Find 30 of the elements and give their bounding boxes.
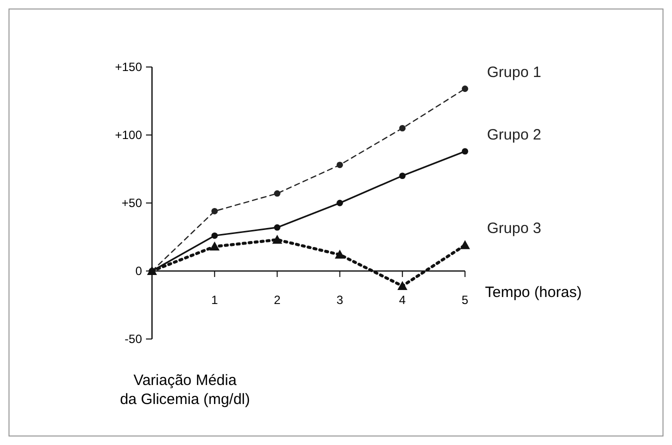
y-tick-label: +50 <box>122 196 142 210</box>
x-tick-label: 3 <box>336 293 344 307</box>
y-tick-label: +100 <box>114 128 142 142</box>
point <box>399 172 406 179</box>
y-tick-label: 0 <box>135 264 142 278</box>
x-tick-label: 2 <box>274 293 281 307</box>
point <box>462 86 468 92</box>
point <box>274 224 280 231</box>
point <box>272 234 282 244</box>
point <box>210 242 220 251</box>
x-tick-label: 5 <box>462 293 469 307</box>
point <box>336 200 343 206</box>
series-label: Grupo 1 <box>487 64 542 81</box>
point <box>211 208 218 214</box>
point <box>274 190 280 197</box>
x-tick-label: 1 <box>211 293 218 307</box>
point <box>334 250 345 259</box>
point <box>336 162 343 168</box>
point <box>397 280 408 290</box>
y-tick-label: +150 <box>114 60 142 74</box>
point <box>462 148 468 155</box>
series-label: Grupo 3 <box>487 220 542 238</box>
point <box>211 232 218 239</box>
x-axis-title: Tempo (horas) <box>485 284 582 301</box>
y-axis-title: Variação Média da Glicemia (mg/dl) <box>120 372 250 408</box>
x-tick-label: 4 <box>399 293 406 307</box>
point <box>460 240 470 250</box>
y-tick-label: -50 <box>124 332 142 346</box>
point <box>399 125 406 132</box>
series-label: Grupo 2 <box>487 126 542 144</box>
